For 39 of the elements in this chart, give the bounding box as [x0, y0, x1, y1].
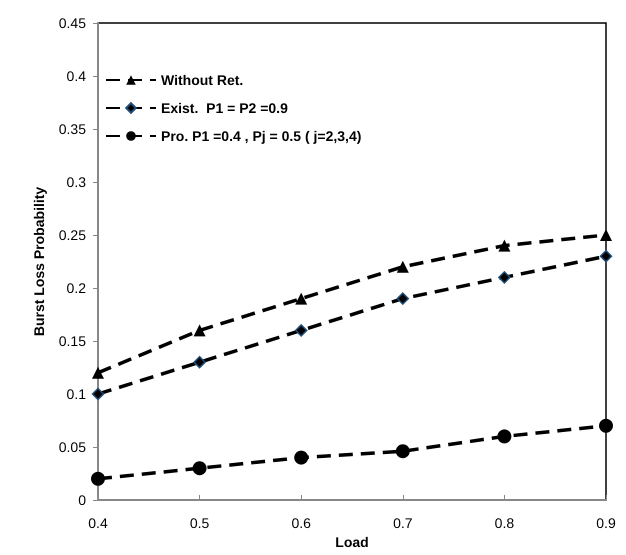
point: [194, 324, 206, 336]
legend-label: Pro. P1 =0.4 , Pj = 0.5 ( j=2,3,4): [161, 128, 362, 144]
point: [92, 366, 104, 379]
y-tick-label: 0.05: [58, 439, 86, 455]
point: [192, 461, 207, 476]
point: [396, 444, 410, 458]
y-tick-label: 0.45: [58, 15, 86, 31]
point: [497, 429, 512, 444]
point: [600, 229, 612, 241]
y-tick-label: 0: [78, 492, 86, 508]
point: [295, 292, 308, 305]
point: [91, 472, 105, 486]
point: [498, 240, 510, 252]
point: [396, 260, 409, 273]
legend-label: Exist. P1 = P2 =0.9: [161, 100, 288, 116]
x-tick-label: 0.4: [88, 515, 108, 531]
x-tick-label: 0.6: [291, 515, 312, 531]
y-tick-label: 0.35: [58, 121, 86, 137]
y-axis-title: Burst Loss Probability: [31, 186, 47, 336]
x-tick-label: 0.9: [596, 515, 616, 531]
y-tick-label: 0.15: [58, 333, 86, 349]
legend-label: Without Ret.: [161, 72, 244, 88]
point: [92, 388, 104, 400]
y-tick-label: 0.2: [66, 280, 86, 296]
y-tick-label: 0.4: [66, 68, 86, 84]
point: [294, 450, 308, 465]
x-axis-title: Load: [335, 534, 369, 550]
point: [599, 418, 613, 433]
x-tick-label: 0.5: [190, 515, 210, 531]
y-tick-label: 0.1: [66, 386, 86, 402]
point: [396, 292, 410, 305]
point: [294, 324, 308, 337]
x-tick-label: 0.8: [494, 515, 514, 531]
x-tick-label: 0.7: [393, 515, 413, 531]
y-tick-label: 0.3: [66, 174, 86, 190]
y-tick-label: 0.25: [58, 227, 86, 243]
point: [193, 356, 206, 368]
point: [498, 271, 511, 284]
point: [600, 250, 612, 262]
